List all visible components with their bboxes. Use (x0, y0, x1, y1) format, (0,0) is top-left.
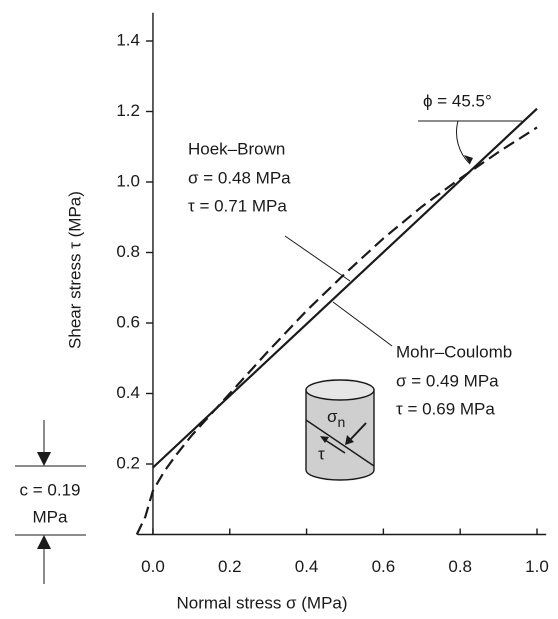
y-tick-label: 1.4 (116, 30, 140, 49)
y-axis-label: Shear stress τ (MPa) (65, 191, 84, 349)
x-tick-label: 0.4 (295, 557, 319, 576)
y-tick-label: 0.6 (116, 312, 140, 331)
leader-line (284, 235, 351, 282)
annotation: c = 0.19 (20, 480, 81, 499)
arrow-head (37, 535, 51, 549)
annotation: σn (327, 407, 345, 429)
x-tick-label: 0.8 (448, 557, 472, 576)
y-tick-label: 0.2 (116, 453, 140, 472)
annotation: τ = 0.71 MPa (188, 196, 287, 215)
y-tick-label: 1.2 (116, 101, 140, 120)
y-tick-label: 0.4 (116, 383, 140, 402)
y-tick-label: 1.0 (116, 171, 140, 190)
x-tick-label: 0.0 (141, 557, 165, 576)
x-axis-label: Normal stress σ (MPa) (176, 593, 347, 612)
x-tick-label: 0.6 (372, 557, 396, 576)
arrow-head (464, 155, 473, 164)
annotation: n (338, 414, 346, 430)
annotation: τ = 0.69 MPa (396, 399, 495, 418)
annotation: ϕ = 45.5° (423, 91, 492, 110)
annotation: σ = 0.49 MPa (396, 371, 499, 390)
annotation: Mohr–Coulomb (396, 342, 512, 361)
plot-area: 0.2 0.4 0.6 0.8 1.0 1.2 1.4 0.0 0.2 0.4 0.6 0.8 1.0 (116, 12, 549, 576)
cylinder-icon (305, 379, 375, 481)
x-tick-label: 0.2 (218, 557, 242, 576)
dashed-line (135, 126, 538, 535)
annotation: σ = 0.48 MPa (188, 168, 291, 187)
annotation: MPa (33, 507, 69, 526)
annotation: Hoek–Brown (188, 139, 285, 158)
y-tick-label: 0.8 (116, 242, 140, 261)
arrow-head (37, 452, 51, 466)
x-tick-label: 1.0 (525, 557, 549, 576)
annotation: τ (318, 444, 325, 463)
angle-arc (456, 120, 471, 165)
leader-line (332, 301, 393, 347)
annotation: σ (327, 407, 338, 426)
